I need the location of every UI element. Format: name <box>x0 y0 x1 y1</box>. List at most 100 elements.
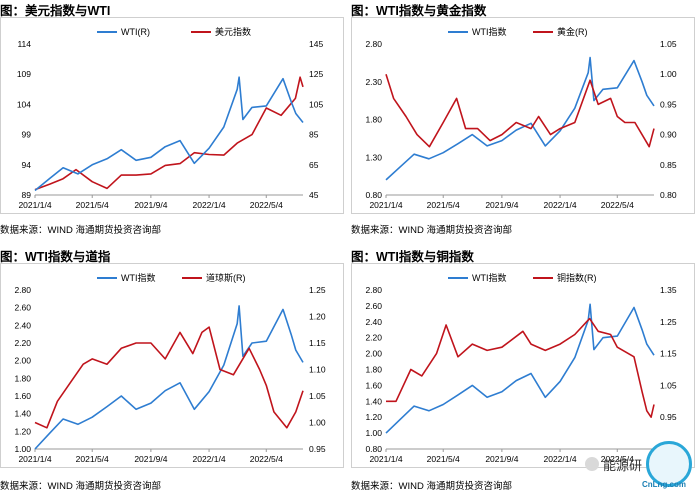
series-line-left <box>34 76 304 191</box>
panel-wti-copper: 图：WTI指数与铜指数 0.80 1.00 1.20 1.40 1.60 1.80 2.00… <box>351 246 698 492</box>
y-right-tick-label: 1.00 <box>660 69 677 79</box>
y-left-tick-label: 89 <box>22 190 32 200</box>
y-left-tick-label: 2.80 <box>14 285 31 295</box>
y-right-tick-label: 1.25 <box>660 317 677 327</box>
wechat-icon <box>584 457 599 471</box>
chart-title: 图：WTI指数与道指 <box>0 250 111 264</box>
y-left-tick-label: 104 <box>17 99 31 109</box>
x-tick-label: 2022/1/4 <box>544 200 577 210</box>
y-left-tick-label: 94 <box>22 160 32 170</box>
chart-wti-gold: 0.80 1.30 1.80 2.30 2.80 0.80 0.85 0.90 0.95 1.00… <box>365 26 677 210</box>
y-left-tick-label: 2.30 <box>365 77 382 87</box>
y-right-tick-label: 1.15 <box>309 338 326 348</box>
data-source: 数据来源：WIND 海通期货投资咨询部 <box>351 481 512 492</box>
y-left-tick-label: 2.00 <box>14 356 31 366</box>
legend-label: WTI指数 <box>472 272 507 283</box>
watermark: 能源研 <box>584 441 692 487</box>
x-tick-label: 2022/1/4 <box>544 454 577 464</box>
x-tick-label: 2021/9/4 <box>134 454 167 464</box>
y-left-tick-label: 114 <box>17 39 31 49</box>
panel-wti-dow: 图：WTI指数与道指 1.00 1.20 1.40 1.60 1.80 2.00 2.20 2… <box>0 246 346 492</box>
x-tick-label: 2022/1/4 <box>193 454 226 464</box>
y-left-tick-label: 1.00 <box>365 428 382 438</box>
y-left-tick-label: 2.80 <box>365 39 382 49</box>
x-tick-label: 2022/5/4 <box>601 200 634 210</box>
y-left-tick-label: 2.80 <box>365 285 382 295</box>
chart-wti-dow: 1.00 1.20 1.40 1.60 1.80 2.00 2.20 2.40 2.60 2.80… <box>14 272 326 464</box>
y-left-tick-label: 1.80 <box>365 365 382 375</box>
y-right-tick-label: 145 <box>309 39 323 49</box>
y-right-tick-label: 1.00 <box>309 418 326 428</box>
legend-label: WTI指数 <box>121 272 156 283</box>
x-tick-label: 2022/5/4 <box>250 454 283 464</box>
y-left-tick-label: 1.60 <box>14 391 31 401</box>
y-left-tick-label: 0.80 <box>365 190 382 200</box>
y-left-tick-label: 2.20 <box>14 338 31 348</box>
series-line-left <box>34 305 304 450</box>
x-tick-label: 2021/1/4 <box>18 454 51 464</box>
data-source: 数据来源：WIND 海通期货投资咨询部 <box>0 481 161 492</box>
y-left-tick-label: 1.40 <box>14 409 31 419</box>
chart-frame: 0.80 1.30 1.80 2.30 2.80 0.80 0.85 0.90 0.95 1.00… <box>351 17 695 214</box>
y-right-tick-label: 1.15 <box>660 349 677 359</box>
y-right-tick-label: 0.95 <box>660 99 677 109</box>
chart-frame: 89 94 99 104 109 114 45 65 85 105 125 145 2021/1/4 20… <box>0 17 344 214</box>
x-tick-label: 2021/9/4 <box>485 200 518 210</box>
series-line-right <box>386 317 655 418</box>
y-right-tick-label: 1.05 <box>309 391 326 401</box>
y-left-tick-label: 2.20 <box>365 333 382 343</box>
x-tick-label: 2021/1/4 <box>369 454 402 464</box>
y-left-tick-label: 2.40 <box>365 317 382 327</box>
y-left-tick-label: 99 <box>22 130 32 140</box>
y-left-tick-label: 1.40 <box>365 396 382 406</box>
series-line-left <box>385 56 655 181</box>
x-tick-label: 2021/1/4 <box>18 200 51 210</box>
chart-wti-copper: 0.80 1.00 1.20 1.40 1.60 1.80 2.00 2.20 2.40 2.60… <box>365 272 677 464</box>
y-right-tick-label: 0.80 <box>660 190 677 200</box>
x-tick-label: 2021/5/4 <box>427 200 460 210</box>
y-right-tick-label: 1.20 <box>309 312 326 322</box>
watermark-text: 能源研 <box>602 457 642 473</box>
y-right-tick-label: 105 <box>309 99 323 109</box>
y-right-tick-label: 1.05 <box>660 380 677 390</box>
x-tick-label: 2021/5/4 <box>427 454 460 464</box>
legend-label: 铜指数(R) <box>557 272 597 283</box>
data-source: 数据来源：WIND 海通期货投资咨询部 <box>351 225 512 236</box>
y-right-tick-label: 1.25 <box>309 285 326 295</box>
x-tick-label: 2022/5/4 <box>250 200 283 210</box>
y-right-tick-label: 0.95 <box>309 444 326 454</box>
chart-frame: 1.00 1.20 1.40 1.60 1.80 2.00 2.20 2.40 2.60 2.80… <box>0 263 344 468</box>
y-right-tick-label: 65 <box>309 160 319 170</box>
y-right-tick-label: 0.90 <box>660 130 677 140</box>
x-tick-label: 2021/9/4 <box>485 454 518 464</box>
x-tick-label: 2021/1/4 <box>369 200 402 210</box>
x-tick-label: 2021/5/4 <box>76 454 109 464</box>
legend-label: 道琼斯(R) <box>206 272 246 283</box>
y-right-tick-label: 0.95 <box>660 412 677 422</box>
y-right-tick-label: 1.05 <box>660 39 677 49</box>
y-left-tick-label: 1.30 <box>365 152 382 162</box>
y-left-tick-label: 1.80 <box>14 373 31 383</box>
chart-title: 图：美元指数与WTI <box>0 4 111 18</box>
y-left-tick-label: 2.60 <box>14 303 31 313</box>
y-left-tick-label: 109 <box>17 69 31 79</box>
y-left-tick-label: 2.00 <box>365 349 382 359</box>
y-left-tick-label: 0.80 <box>365 444 382 454</box>
y-right-tick-label: 0.85 <box>660 160 677 170</box>
y-left-tick-label: 1.20 <box>365 412 382 422</box>
y-right-tick-label: 1.35 <box>660 285 677 295</box>
series-line-right <box>385 73 655 148</box>
chart-frame: 0.80 1.00 1.20 1.40 1.60 1.80 2.00 2.20 2.40 2.60… <box>351 263 695 468</box>
y-left-tick-label: 1.00 <box>14 444 31 454</box>
y-right-tick-label: 1.10 <box>309 365 326 375</box>
logo-text: CnLng.com <box>642 480 686 489</box>
y-left-tick-label: 2.40 <box>14 320 31 330</box>
legend-label: 美元指数 <box>215 26 251 37</box>
y-right-tick-label: 45 <box>309 190 319 200</box>
x-tick-label: 2021/5/4 <box>76 200 109 210</box>
x-tick-label: 2022/1/4 <box>193 200 226 210</box>
legend-label: WTI指数 <box>472 26 507 37</box>
x-tick-label: 2021/9/4 <box>134 200 167 210</box>
legend-label: WTI(R) <box>121 27 150 37</box>
panel-usd-wti: 图：美元指数与WTI 89 94 99 104 109 114 45 65 85 105 125 14… <box>0 0 346 240</box>
